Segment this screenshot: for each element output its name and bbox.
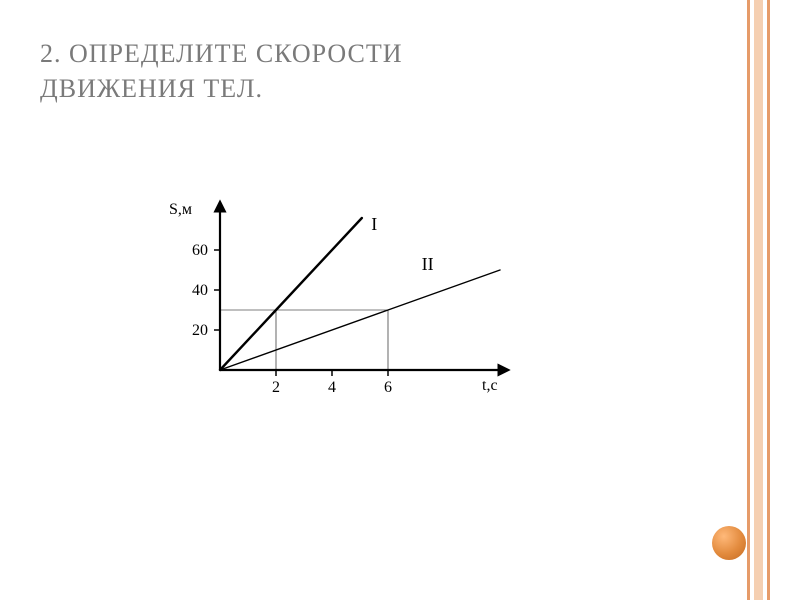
slide-title: 2. ОПРЕДЕЛИТЕ СКОРОСТИ ДВИЖЕНИЯ ТЕЛ. [40, 36, 720, 106]
title-line-2: ДВИЖЕНИЯ ТЕЛ. [40, 71, 720, 106]
series-label-I: I [371, 214, 377, 234]
stripe-inner [754, 0, 763, 600]
x-axis-label: t,с [482, 377, 498, 394]
y-tick-label: 40 [192, 282, 208, 299]
stripe-outer-right [767, 0, 770, 600]
x-tick-label: 6 [384, 379, 392, 396]
y-tick-label: 20 [192, 322, 208, 339]
distance-time-chart: 246204060S,мt,сIII [150, 180, 570, 410]
series-II [220, 270, 500, 370]
x-tick-label: 2 [272, 379, 280, 396]
slide: 2. ОПРЕДЕЛИТЕ СКОРОСТИ ДВИЖЕНИЯ ТЕЛ. 2 4 6… [0, 0, 800, 600]
pager-dot[interactable] [712, 526, 746, 560]
x-tick-label: 4 [328, 379, 336, 396]
y-axis-label: S,м [169, 201, 192, 218]
title-line-1: 2. ОПРЕДЕЛИТЕ СКОРОСТИ [40, 36, 720, 71]
series-label-II: II [422, 254, 434, 274]
y-tick-label: 60 [192, 242, 208, 259]
stripe-outer-left [747, 0, 750, 600]
series-I [220, 218, 362, 370]
